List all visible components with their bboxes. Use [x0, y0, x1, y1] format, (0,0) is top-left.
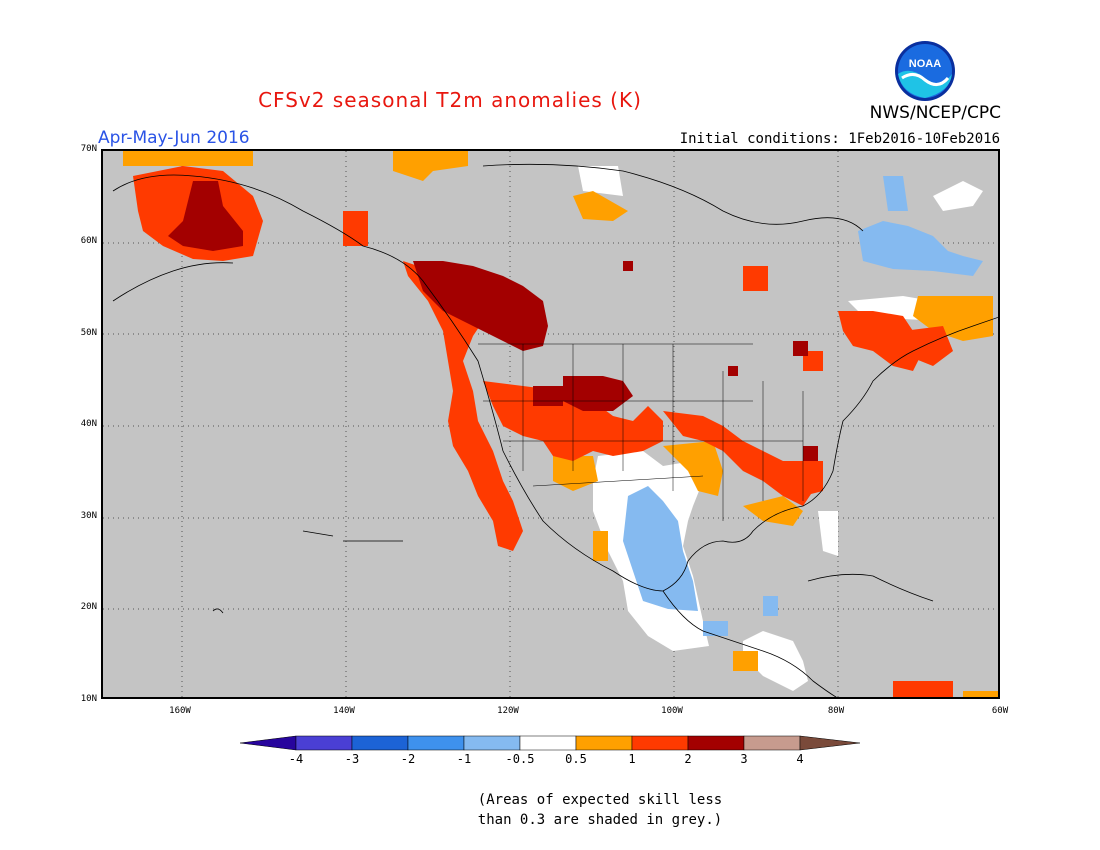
- lon-label: 160W: [169, 706, 191, 716]
- legend-label: 0.5: [565, 752, 587, 766]
- legend-swatches: [295, 735, 801, 751]
- legend-swatch: [463, 735, 521, 751]
- legend-swatch: [519, 735, 577, 751]
- lat-label: 50N: [80, 328, 97, 338]
- legend-label: 4: [796, 752, 804, 766]
- lat-label: 60N: [80, 236, 97, 246]
- lat-label: 20N: [80, 602, 97, 612]
- lon-label: 140W: [333, 706, 355, 716]
- political-borders: [478, 343, 804, 521]
- lat-label: 10N: [80, 694, 97, 704]
- forecast-period: Apr-May-Jun 2016: [98, 128, 250, 148]
- lon-label: 100W: [661, 706, 683, 716]
- legend-label: 2: [684, 752, 692, 766]
- legend-label: -3: [344, 752, 360, 766]
- legend-label: -1: [456, 752, 472, 766]
- legend-swatch: [295, 735, 353, 751]
- agency-label: NWS/NCEP/CPC: [869, 103, 1001, 123]
- legend-label: -0.5: [505, 752, 535, 766]
- skill-note-line1: (Areas of expected skill less: [477, 792, 723, 808]
- initial-conditions: Initial conditions: 1Feb2016-10Feb2016: [679, 131, 1000, 147]
- anomaly-map: [101, 149, 1000, 699]
- noaa-logo: NOAA: [895, 41, 955, 101]
- lon-label: 60W: [991, 706, 1009, 716]
- map-canvas: [103, 151, 998, 697]
- legend-label: -2: [400, 752, 416, 766]
- legend-swatch: [743, 735, 801, 751]
- lon-label: 120W: [497, 706, 519, 716]
- legend-swatch: [351, 735, 409, 751]
- cool-anomaly-shading: [623, 176, 983, 636]
- legend-arrow-high: [799, 735, 860, 751]
- legend-label: -4: [288, 752, 304, 766]
- legend-label: 3: [740, 752, 748, 766]
- coastlines: [112, 163, 998, 697]
- legend-arrow-low: [240, 735, 297, 751]
- legend-swatch: [407, 735, 465, 751]
- color-legend: [240, 735, 860, 751]
- lat-label: 30N: [80, 511, 97, 521]
- lat-label: 70N: [80, 144, 97, 154]
- map-title: CFSv2 seasonal T2m anomalies (K): [258, 88, 642, 112]
- legend-swatch: [575, 735, 633, 751]
- legend-swatch: [687, 735, 745, 751]
- legend-swatch: [631, 735, 689, 751]
- legend-label: 1: [628, 752, 636, 766]
- lat-label: 40N: [80, 419, 97, 429]
- warm-anomaly-2-3: [168, 181, 818, 461]
- lon-label: 80W: [827, 706, 845, 716]
- noaa-logo-text: NOAA: [909, 58, 941, 70]
- skill-note-line2: than 0.3 are shaded in grey.): [477, 812, 723, 828]
- warm-anomaly-1-2: [133, 166, 953, 697]
